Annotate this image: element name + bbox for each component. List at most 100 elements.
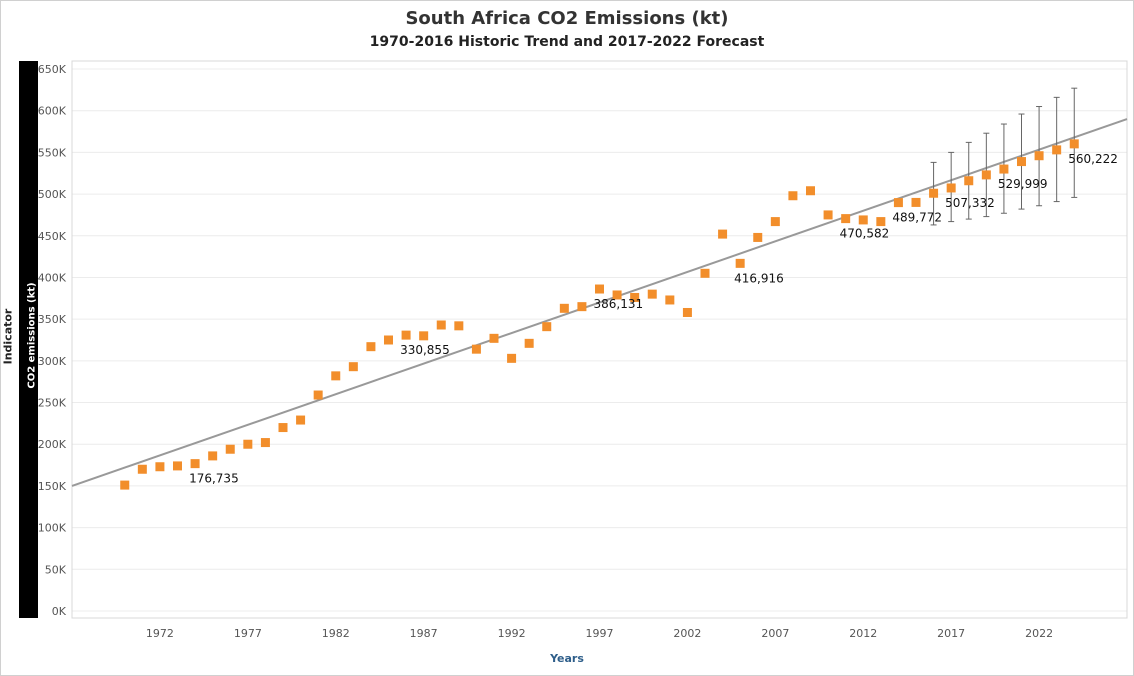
y-tick-label: 550K (38, 146, 67, 159)
data-point (981, 170, 991, 180)
x-tick-label: 2002 (673, 627, 701, 640)
data-point (735, 258, 745, 268)
data-point (1069, 139, 1079, 149)
data-label: 507,332 (945, 196, 995, 210)
data-point (577, 302, 587, 312)
data-point (770, 217, 780, 227)
data-point (665, 295, 675, 305)
x-tick-label: 1987 (410, 627, 438, 640)
data-label: 489,772 (892, 211, 942, 225)
x-tick-label: 2022 (1025, 627, 1053, 640)
y-tick-label: 150K (38, 480, 67, 493)
plot-border (71, 60, 1128, 619)
data-point (718, 229, 728, 239)
data-point (682, 307, 692, 317)
data-label: 560,222 (1068, 152, 1118, 166)
y-tick-label: 450K (38, 230, 67, 243)
data-point (401, 330, 411, 340)
data-point (471, 344, 481, 354)
y-tick-label: 600K (38, 105, 67, 118)
data-point (876, 217, 886, 227)
data-point (436, 320, 446, 330)
data-point (524, 338, 534, 348)
chart-subtitle: 1970-2016 Historic Trend and 2017-2022 F… (369, 34, 765, 50)
data-point (1034, 151, 1044, 161)
data-point (225, 444, 235, 454)
y-axis-header-bar (19, 61, 38, 618)
x-tick-label: 2017 (937, 627, 965, 640)
data-point (946, 183, 956, 193)
data-point (753, 232, 763, 242)
x-tick-label: 2007 (761, 627, 789, 640)
y-tick-label: 650K (38, 63, 67, 76)
data-label: 529,999 (998, 177, 1048, 191)
data-point (120, 480, 130, 490)
x-tick-label: 2012 (849, 627, 877, 640)
x-axis-label: Years (550, 652, 584, 665)
data-point (1017, 157, 1026, 167)
data-point (559, 303, 569, 313)
data-label: 416,916 (734, 271, 784, 285)
data-point (137, 464, 147, 474)
y-tick-label: 400K (38, 271, 67, 284)
y-tick-label: 300K (38, 355, 67, 368)
data-label: 470,582 (840, 227, 890, 241)
x-tick-label: 1982 (322, 627, 350, 640)
data-point (893, 198, 903, 208)
data-point (700, 268, 710, 278)
data-point (155, 462, 165, 472)
data-point (454, 321, 464, 331)
data-point (208, 451, 218, 461)
y-tick-label: 200K (38, 438, 67, 451)
data-point (858, 215, 868, 225)
data-label: 386,131 (594, 297, 644, 311)
data-point (489, 333, 499, 343)
data-point (595, 284, 604, 294)
data-label: 176,735 (189, 472, 239, 486)
y-tick-label: 100K (38, 522, 67, 535)
data-point (823, 210, 833, 220)
x-tick-label: 1992 (498, 627, 526, 640)
y-tick-label: 250K (38, 397, 67, 410)
data-point (612, 290, 622, 300)
y-tick-labels: 0K 50K 100K 150K 200K 250K 300K 350K 400K 450K 500… (38, 63, 67, 618)
data-label: 330,855 (400, 343, 450, 357)
data-point (542, 322, 552, 332)
data-point (278, 423, 288, 433)
data-point (806, 186, 815, 196)
data-point (173, 461, 182, 471)
data-labels: 176,735 330,855 386,131 416,916 470,582489,7… (189, 152, 1118, 486)
data-point (243, 439, 253, 449)
data-point (929, 188, 939, 198)
axes (71, 60, 1128, 619)
data-point (260, 438, 270, 448)
data-point (999, 164, 1009, 174)
data-point (841, 214, 851, 224)
data-point (296, 415, 306, 425)
data-point (1052, 145, 1062, 155)
data-point (630, 292, 640, 302)
y-tick-label: 350K (38, 313, 67, 326)
x-tick-label: 1997 (586, 627, 614, 640)
data-point (313, 390, 323, 400)
data-point (384, 335, 393, 345)
y-tick-label: 50K (45, 563, 67, 576)
data-point (331, 371, 341, 381)
x-tick-label: 1977 (234, 627, 262, 640)
data-point (190, 459, 200, 469)
chart-title: South Africa CO2 Emissions (kt) (405, 8, 729, 29)
data-point (507, 353, 517, 363)
data-point (911, 197, 921, 207)
data-point (964, 176, 974, 186)
x-tick-labels: 1972 1977 1982 1987 1992 1997 2002 2007 2012 2017… (146, 627, 1053, 640)
data-point (366, 342, 376, 352)
y-tick-label: 500K (38, 188, 67, 201)
data-point (647, 289, 657, 299)
data-point (348, 362, 358, 372)
y-tick-label: 0K (52, 605, 67, 618)
data-point (788, 191, 798, 201)
x-tick-label: 1972 (146, 627, 174, 640)
data-points (120, 139, 1079, 490)
